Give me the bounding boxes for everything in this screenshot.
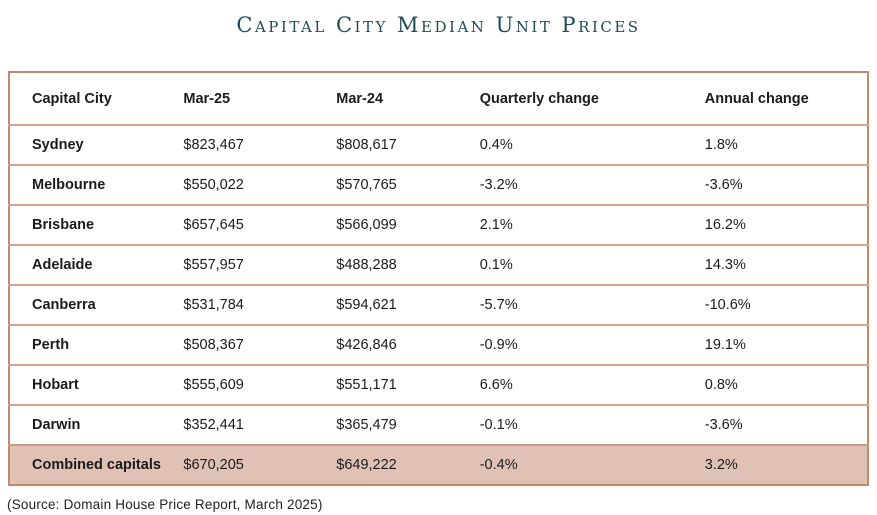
cell-mar-25: $508,367 <box>183 324 337 365</box>
cell-quarterly-change: -0.9% <box>479 324 705 365</box>
cell-mar-24: $808,617 <box>336 124 480 165</box>
cell-mar-25: $555,609 <box>183 364 337 405</box>
table-row: Sydney $823,467 $808,617 0.4% 1.8% <box>9 124 868 165</box>
cell-mar-24: $365,479 <box>336 404 480 445</box>
cell-mar-25: $670,205 <box>183 444 337 485</box>
cell-annual-change: 3.2% <box>704 444 868 485</box>
cell-mar-24: $649,222 <box>336 444 480 485</box>
cell-quarterly-change: -0.4% <box>479 444 705 485</box>
cell-mar-25: $657,645 <box>183 204 337 245</box>
cell-quarterly-change: 2.1% <box>479 204 705 245</box>
cell-city: Brisbane <box>9 204 184 245</box>
cell-quarterly-change: 6.6% <box>479 364 705 405</box>
cell-annual-change: 1.8% <box>704 124 868 165</box>
source-note: (Source: Domain House Price Report, Marc… <box>7 497 323 512</box>
cell-annual-change: -3.6% <box>704 164 868 205</box>
cell-city: Adelaide <box>9 244 184 285</box>
cell-city: Melbourne <box>9 164 184 205</box>
cell-quarterly-change: 0.4% <box>479 124 705 165</box>
column-header-mar-24: Mar-24 <box>336 90 384 107</box>
cell-quarterly-change: 0.1% <box>479 244 705 285</box>
cell-annual-change: -3.6% <box>704 404 868 445</box>
table-row: Combined capitals $670,205 $649,222 -0.4… <box>9 444 868 485</box>
cell-mar-25: $823,467 <box>183 124 337 165</box>
cell-mar-25: $531,784 <box>183 284 337 325</box>
cell-city: Hobart <box>9 364 184 405</box>
cell-annual-change: 16.2% <box>704 204 868 245</box>
cell-annual-change: 19.1% <box>704 324 868 365</box>
cell-quarterly-change: -5.7% <box>479 284 705 325</box>
median-unit-prices-table: Capital City Mar-25 Mar-24 Quarterly cha… <box>8 71 869 486</box>
cell-annual-change: 0.8% <box>704 364 868 405</box>
cell-mar-24: $488,288 <box>336 244 480 285</box>
cell-mar-24: $551,171 <box>336 364 480 405</box>
cell-mar-24: $594,621 <box>336 284 480 325</box>
header-row: Capital City Mar-25 Mar-24 Quarterly cha… <box>9 72 868 125</box>
column-header-capital-city: Capital City <box>32 90 112 107</box>
column-header-quarterly-change: Quarterly change <box>479 90 599 107</box>
cell-mar-24: $570,765 <box>336 164 480 205</box>
cell-city: Perth <box>9 324 184 365</box>
cell-mar-25: $352,441 <box>183 404 337 445</box>
cell-city: Darwin <box>9 404 184 445</box>
page: Capital City Median Unit Prices Capital … <box>0 13 877 515</box>
cell-mar-24: $426,846 <box>336 324 480 365</box>
column-header-annual-change: Annual change <box>704 90 809 107</box>
cell-mar-25: $550,022 <box>183 164 337 205</box>
column-header-mar-25: Mar-25 <box>183 90 231 107</box>
table-header: Capital City Mar-25 Mar-24 Quarterly cha… <box>9 72 868 125</box>
cell-quarterly-change: -0.1% <box>479 404 705 445</box>
cell-annual-change: 14.3% <box>704 244 868 285</box>
table-row: Adelaide $557,957 $488,288 0.1% 14.3% <box>9 244 868 285</box>
cell-quarterly-change: -3.2% <box>479 164 705 205</box>
cell-mar-24: $566,099 <box>336 204 480 245</box>
cell-mar-25: $557,957 <box>183 244 337 285</box>
cell-city: Combined capitals <box>9 444 184 485</box>
table-row: Melbourne $550,022 $570,765 -3.2% -3.6% <box>9 164 868 205</box>
table-row: Hobart $555,609 $551,171 6.6% 0.8% <box>9 364 868 405</box>
table-row: Perth $508,367 $426,846 -0.9% 19.1% <box>9 324 868 365</box>
cell-annual-change: -10.6% <box>704 284 868 325</box>
table-row: Brisbane $657,645 $566,099 2.1% 16.2% <box>9 204 868 245</box>
table-row: Canberra $531,784 $594,621 -5.7% -10.6% <box>9 284 868 325</box>
table-body: Sydney $823,467 $808,617 0.4% 1.8% Melbo… <box>9 124 868 485</box>
page-title: Capital City Median Unit Prices <box>236 13 641 37</box>
cell-city: Canberra <box>9 284 184 325</box>
cell-city: Sydney <box>9 124 184 165</box>
table-row: Darwin $352,441 $365,479 -0.1% -3.6% <box>9 404 868 445</box>
